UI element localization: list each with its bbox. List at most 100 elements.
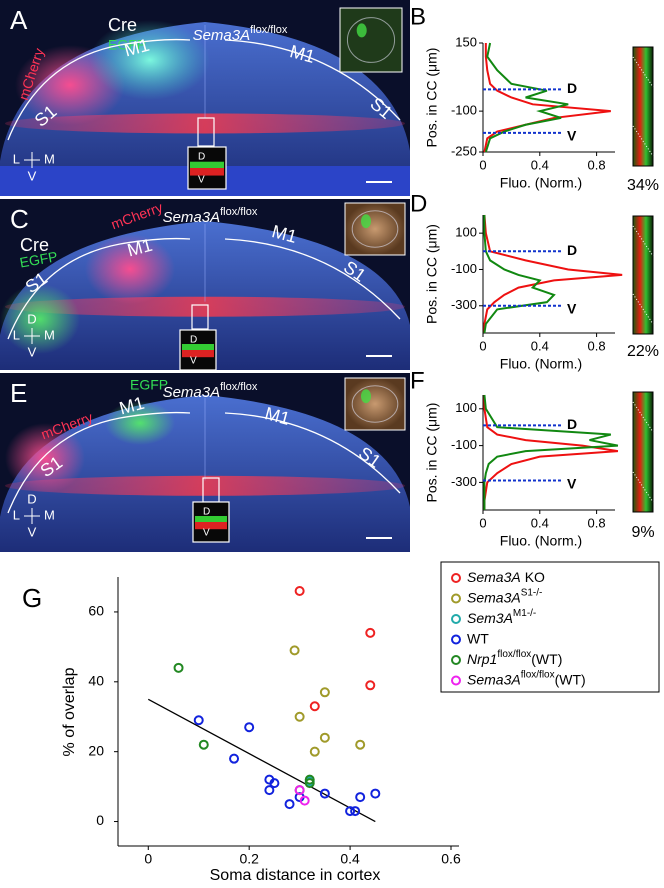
text-run: (WT) xyxy=(555,671,586,687)
y-axis-label: Pos. in CC (μm) xyxy=(424,224,440,324)
legend-marker xyxy=(451,614,461,624)
mcherry-signal xyxy=(5,423,85,493)
data-point xyxy=(309,746,320,757)
data-point xyxy=(193,715,204,726)
data-point xyxy=(319,687,330,698)
text-run: KO xyxy=(525,569,545,585)
inset-label: V xyxy=(190,356,197,367)
data-point xyxy=(355,739,366,750)
strip-image xyxy=(632,215,654,335)
orientation-label: V xyxy=(28,168,37,183)
area-bracket xyxy=(7,411,401,514)
x-axis-label: Fluo. (Norm.) xyxy=(500,356,582,372)
orientation-label: V xyxy=(28,344,37,359)
profile-line xyxy=(483,395,619,510)
data-point xyxy=(269,778,280,789)
y-tick-label: 100 xyxy=(455,400,477,415)
legend-label: Sema3AS1-/- xyxy=(467,587,542,605)
corpus-callosum xyxy=(5,475,405,496)
strip-boundary xyxy=(632,293,654,325)
text-run: M1-/- xyxy=(513,608,536,619)
thumbnail xyxy=(344,202,406,256)
panel-title: Sema3Aflox/flox xyxy=(163,206,258,226)
thumbnail-spot xyxy=(361,214,371,229)
panel-letter: B xyxy=(410,3,426,30)
reference-label: D xyxy=(567,242,577,258)
x-tick-label: 0.6 xyxy=(441,851,461,867)
y-tick-label: 40 xyxy=(88,673,104,689)
x-tick-label: 0.4 xyxy=(531,157,549,172)
reference-label: V xyxy=(567,300,577,316)
profile-line xyxy=(483,215,556,334)
strip-boundary xyxy=(632,401,654,433)
data-point xyxy=(370,788,381,799)
y-axis-label: Pos. in CC (μm) xyxy=(424,403,440,503)
y-tick-label: -100 xyxy=(451,261,477,276)
y-tick-label: -100 xyxy=(451,437,477,452)
y-tick-label: -300 xyxy=(451,297,477,312)
legend-label: Sem3AM1-/- xyxy=(467,608,536,626)
panel-letter: E xyxy=(10,378,27,408)
profile-line xyxy=(483,43,611,153)
text-run: flox/flox xyxy=(220,381,258,393)
x-tick-label: 0.4 xyxy=(531,515,549,530)
y-tick-label: 20 xyxy=(88,742,104,758)
x-tick-label: 0.4 xyxy=(531,338,549,353)
legend-label: Nrp1flox/flox(WT) xyxy=(467,649,562,667)
data-point xyxy=(294,785,305,796)
region-label: Cre xyxy=(108,15,137,35)
text-run: Sem3A xyxy=(467,610,513,626)
egfp-signal xyxy=(0,284,80,354)
orientation-label: L xyxy=(13,507,20,522)
data-point xyxy=(304,778,315,789)
panel-letter: F xyxy=(410,367,425,394)
x-axis-label: Fluo. (Norm.) xyxy=(500,533,582,549)
x-tick-label: 0.8 xyxy=(588,338,606,353)
orientation-label: M xyxy=(44,151,55,166)
text-run: flox/flox xyxy=(220,206,258,218)
orientation-label: L xyxy=(13,327,20,342)
panel-letter: G xyxy=(22,583,42,613)
text-run: Sema3A xyxy=(467,589,521,605)
inset-label: V xyxy=(198,175,205,186)
inset-label: D xyxy=(190,335,197,346)
data-point xyxy=(294,585,305,596)
data-point xyxy=(294,711,305,722)
x-tick-label: 0.8 xyxy=(588,515,606,530)
text-run: flox/flox xyxy=(521,669,555,680)
x-tick-label: 0.8 xyxy=(588,157,606,172)
region-label: EGFP xyxy=(130,377,168,393)
text-run: Sema3A xyxy=(163,384,221,401)
panel-letter: C xyxy=(10,204,29,234)
strip-boundary xyxy=(632,225,654,257)
region-label: EGFP xyxy=(108,37,146,53)
y-tick-label: -300 xyxy=(451,474,477,489)
x-tick-label: 0 xyxy=(479,157,486,172)
text-run: Sema3A xyxy=(193,27,251,44)
strip-boundary xyxy=(632,56,654,88)
inset-red xyxy=(190,168,224,176)
strip-percentage: 9% xyxy=(631,524,654,541)
panel-title: Sema3Aflox/flox xyxy=(163,381,258,401)
data-point xyxy=(309,701,320,712)
reference-label: V xyxy=(567,475,577,491)
roi-box xyxy=(191,304,209,330)
data-point xyxy=(264,785,275,796)
data-point xyxy=(244,722,255,733)
orientation-label: V xyxy=(28,524,37,539)
legend-box xyxy=(440,561,660,693)
orientation-label: M xyxy=(44,507,55,522)
x-tick-label: 0 xyxy=(479,338,486,353)
strip-percentage: 22% xyxy=(627,343,659,360)
area-bracket xyxy=(7,38,401,141)
data-point xyxy=(345,806,356,817)
data-point xyxy=(319,788,330,799)
orientation-label: M xyxy=(44,327,55,342)
y-tick-label: -250 xyxy=(451,143,477,158)
thumbnail xyxy=(344,377,406,431)
data-point xyxy=(198,739,209,750)
thumbnail-brain xyxy=(346,17,396,63)
y-tick-label: 60 xyxy=(88,603,104,619)
x-tick-label: 0.2 xyxy=(239,851,259,867)
